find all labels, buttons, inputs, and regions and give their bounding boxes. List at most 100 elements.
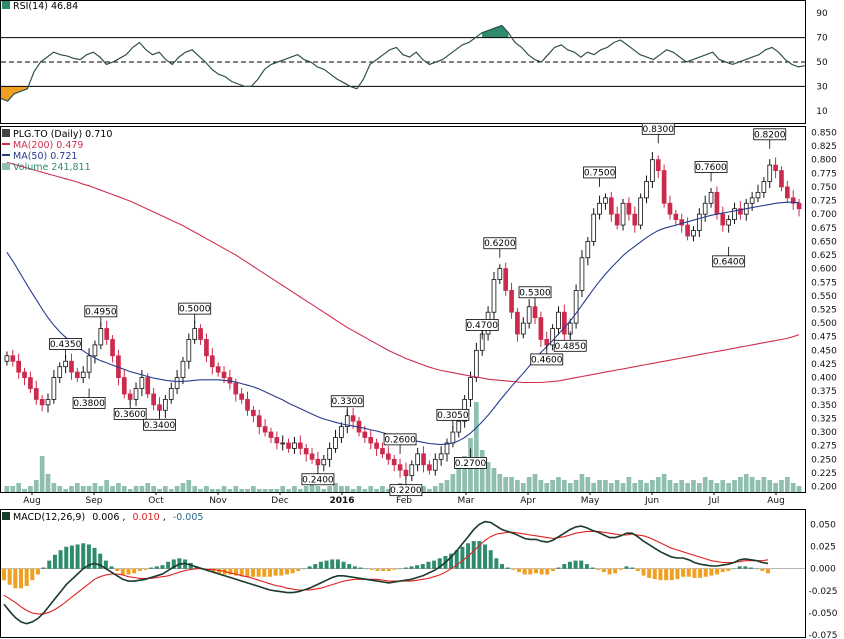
volume-bar xyxy=(509,477,514,492)
volume-bar xyxy=(256,489,262,492)
candle xyxy=(98,322,104,350)
candle xyxy=(538,311,544,348)
rsi-line xyxy=(0,24,806,102)
macd-histogram-bar xyxy=(652,568,657,580)
macd-histogram-bar xyxy=(562,564,567,569)
volume-bar xyxy=(556,477,561,492)
volume-bar xyxy=(292,486,297,492)
candle xyxy=(380,442,385,459)
candle xyxy=(767,159,773,189)
volume-bar xyxy=(180,483,186,492)
candle-body xyxy=(438,453,444,460)
candle-body xyxy=(22,371,27,378)
candle-body xyxy=(450,431,456,444)
macd-signal-line xyxy=(3,530,769,615)
callout-box xyxy=(712,255,746,268)
macd-histogram-bar xyxy=(18,568,23,589)
volume-bar xyxy=(738,477,743,492)
volume-bar xyxy=(491,468,497,492)
candle xyxy=(415,447,421,472)
candle-body xyxy=(556,311,561,329)
macd-histogram-bar xyxy=(709,568,714,576)
candle xyxy=(732,202,737,224)
volume-bar xyxy=(614,480,620,492)
candle-body xyxy=(608,197,614,215)
volume-bar xyxy=(755,480,761,492)
candle-body xyxy=(474,349,479,378)
candle xyxy=(468,371,473,408)
volume-bar xyxy=(57,486,63,492)
volume-bar xyxy=(309,480,315,492)
price-tick-label: 0.275 xyxy=(811,442,837,452)
macd-histogram-bar xyxy=(115,568,120,571)
volume-bar xyxy=(192,486,198,492)
price-tick-label: 0.625 xyxy=(811,251,837,261)
volume-bar xyxy=(28,486,33,492)
macd-histogram-bar xyxy=(171,559,176,569)
candle-body xyxy=(215,366,221,373)
macd-histogram-bar xyxy=(550,568,555,571)
candle-body xyxy=(421,453,426,466)
volume-bar xyxy=(362,489,368,492)
candle-body xyxy=(650,159,655,182)
macd-histogram-bar xyxy=(766,568,770,574)
ma200-line xyxy=(6,161,800,384)
macd-histogram-bar xyxy=(64,546,69,569)
candle-body xyxy=(274,437,280,444)
candle-body xyxy=(192,328,198,340)
rsi-tick-label: 10 xyxy=(816,107,828,117)
macd-histogram-bar xyxy=(573,560,578,569)
volume-bar xyxy=(644,483,649,492)
volume-bar xyxy=(116,483,121,492)
macd-histogram-bar xyxy=(403,567,408,569)
price-tick-label: 0.550 xyxy=(811,292,837,302)
macd-tick-label: -0.025 xyxy=(808,587,837,597)
price-tick-label: 0.300 xyxy=(811,428,837,438)
callout-box xyxy=(383,433,417,446)
volume-bar xyxy=(4,486,10,492)
volume-bar xyxy=(209,489,215,492)
candle xyxy=(614,206,620,230)
volume-bar xyxy=(74,483,80,492)
candle-body xyxy=(632,213,638,226)
candle-body xyxy=(444,442,450,455)
macd-histogram-bar xyxy=(52,554,57,569)
candle xyxy=(773,157,778,179)
macd-panel-frame xyxy=(0,509,806,638)
candle-body xyxy=(168,388,174,400)
callout-box xyxy=(530,353,564,366)
volume-bar xyxy=(444,480,450,492)
volume-bar xyxy=(767,480,773,492)
macd-legend-macd: 0.006 xyxy=(92,512,119,523)
candle-body xyxy=(209,355,215,368)
price-callout: 0.2700 xyxy=(454,448,487,469)
volume-bar xyxy=(374,489,379,492)
volume-bar xyxy=(168,489,174,492)
volume-bar xyxy=(92,483,98,492)
callout-label: 0.5000 xyxy=(179,305,211,315)
candle-body xyxy=(28,377,33,389)
callout-label: 0.3400 xyxy=(144,421,176,431)
volume-bar xyxy=(157,489,162,492)
candle xyxy=(303,444,309,462)
volume-bar xyxy=(204,486,209,492)
macd-histogram-bar xyxy=(69,545,74,569)
callout-label: 0.2400 xyxy=(302,475,334,485)
volume-legend-swatch xyxy=(2,163,10,170)
candle-body xyxy=(726,219,731,226)
candle-body xyxy=(251,409,256,417)
candle-body xyxy=(620,202,626,226)
macd-histogram-bar xyxy=(341,561,346,569)
candle-body xyxy=(638,197,643,226)
candle xyxy=(444,438,450,462)
macd-histogram-bar xyxy=(47,560,52,569)
candle-body xyxy=(456,420,462,433)
macd-histogram-bar xyxy=(703,568,708,577)
rsi-panel-frame xyxy=(0,0,806,124)
rsi-legend-swatch xyxy=(2,1,10,9)
callout-label: 0.5300 xyxy=(519,288,551,298)
macd-histogram-bar xyxy=(154,566,159,569)
volume-bar xyxy=(450,474,456,492)
price-tick-label: 0.650 xyxy=(811,237,837,247)
